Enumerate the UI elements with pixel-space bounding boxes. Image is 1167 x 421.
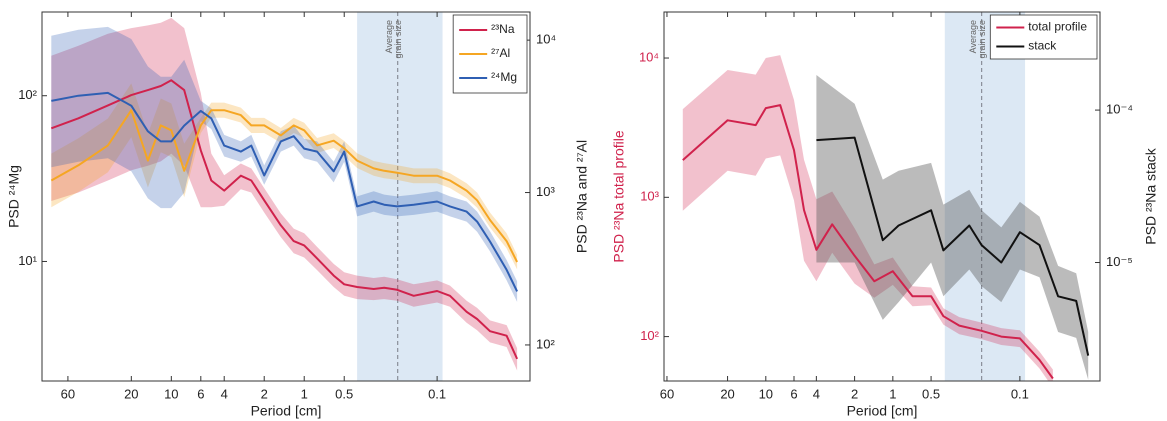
y2-tick-label: 10⁻⁵ [1106, 254, 1133, 269]
y-tick-label: 10⁴ [639, 49, 659, 64]
y2-tick-label: 10² [536, 336, 555, 351]
x-tick-label: 0.1 [1011, 386, 1029, 401]
x-tick-label: 1 [889, 386, 896, 401]
x-tick-label: 0.5 [922, 386, 940, 401]
confidence-band [682, 55, 1053, 381]
legend-box [989, 14, 1098, 60]
legend: total profile stack [989, 14, 1098, 60]
x-tick-label: 20 [124, 386, 138, 401]
legend-label: ²⁷Al [491, 46, 510, 60]
grain-size-band [944, 12, 1026, 381]
legend: ²³Na ²⁷Al ²⁴Mg [452, 14, 528, 94]
y-axis-label: PSD ²³Na total profile [611, 130, 627, 262]
y-axis-label: PSD ²⁴Mg [6, 165, 22, 228]
x-tick-label: 0.1 [428, 386, 446, 401]
x-axis-label: Period [cm] [251, 403, 322, 419]
series-line [51, 91, 518, 292]
y-tick-label: 10¹ [18, 253, 37, 268]
x-tick-label: 60 [61, 386, 75, 401]
x-tick-label: 0.5 [335, 386, 353, 401]
x-tick-label: 4 [813, 386, 820, 401]
series-line [50, 109, 518, 263]
panel: Average grain size 60 20 10 6 4 2 1 0.5 0.1 Period … [6, 11, 590, 419]
x-tick-label: 20 [720, 386, 734, 401]
y2-tick-label: 10⁻⁴ [1106, 102, 1133, 117]
x-tick-label: 6 [197, 386, 204, 401]
plot-area [50, 12, 519, 381]
x-tick-label: 2 [851, 386, 858, 401]
annotation: grain size [393, 20, 403, 59]
legend-label: stack [1028, 39, 1057, 53]
series-line [682, 104, 1054, 380]
y-tick-label: 10² [640, 328, 659, 343]
x-tick-label: 4 [221, 386, 228, 401]
confidence-band [51, 26, 518, 302]
y2-tick-label: 10³ [536, 184, 555, 199]
series-line [816, 136, 1090, 356]
axes-frame [41, 11, 531, 382]
y2-axis-label: PSD ²³Na stack [1143, 147, 1159, 244]
x-axis-label: Period [cm] [847, 403, 918, 419]
legend-label: ²³Na [491, 22, 515, 36]
legend-label: total profile [1028, 20, 1087, 34]
y-tick-label: 10² [18, 87, 37, 102]
y2-axis-label: PSD ²³Na and ²⁷Al [574, 140, 590, 253]
y2-tick-label: 10⁴ [536, 32, 556, 47]
series-line [50, 79, 519, 360]
confidence-band [51, 17, 518, 371]
y-tick-label: 10³ [640, 189, 659, 204]
x-tick-label: 2 [261, 386, 268, 401]
annotation: Average [968, 20, 978, 53]
x-tick-label: 1 [301, 386, 308, 401]
plot-area [682, 12, 1090, 381]
legend-label: ²⁴Mg [491, 70, 517, 84]
x-tick-label: 10 [759, 386, 773, 401]
annotation: Average [384, 20, 394, 53]
x-tick-label: 60 [660, 386, 674, 401]
x-tick-label: 6 [790, 386, 797, 401]
axes-frame [663, 11, 1101, 382]
confidence-band [816, 75, 1089, 380]
grain-size-band [357, 12, 443, 381]
annotation: grain size [977, 20, 987, 59]
confidence-band [51, 83, 518, 270]
x-tick-label: 10 [164, 386, 178, 401]
panel: Average grain size 60 20 10 6 4 2 1 0.5 0.1 Period … [611, 11, 1159, 419]
